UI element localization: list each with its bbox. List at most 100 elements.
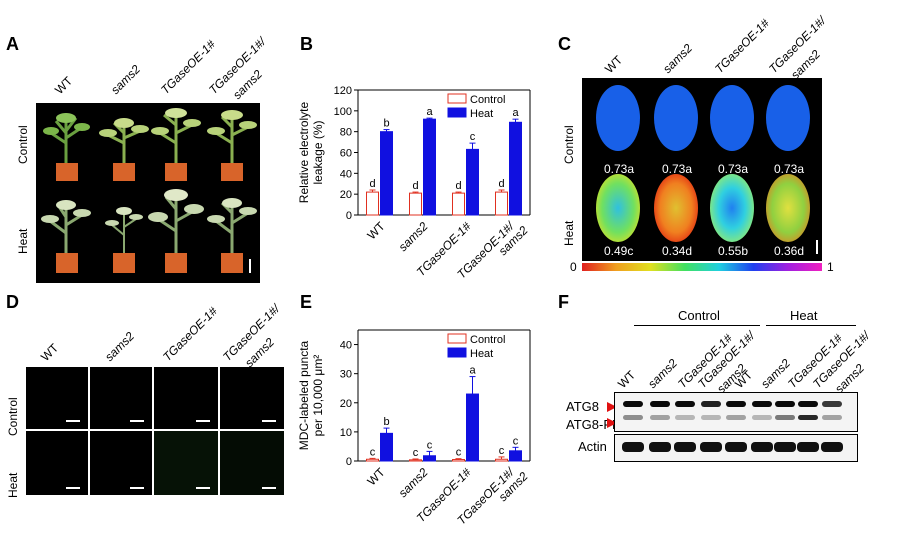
micro-control-wt	[26, 367, 88, 429]
band-atg8-pe	[752, 415, 772, 420]
scale-bar	[196, 487, 210, 489]
y-tick-label: 30	[340, 369, 352, 381]
y-tick-label: 20	[340, 398, 352, 410]
leaf-heat-tgase	[710, 174, 754, 242]
band-atg8-pe	[623, 415, 643, 420]
panel-d-col-tgase: TGaseOE-1#	[160, 304, 220, 364]
leaf-control-tgase-sams2	[766, 85, 810, 151]
value-heat-tgase: 0.55b	[718, 244, 749, 258]
significance-letter: c	[513, 435, 519, 447]
bar-control	[366, 191, 379, 216]
lane-1-label: WT	[615, 367, 639, 391]
category-label: sams2	[396, 219, 431, 254]
arrow-atg8-icon	[607, 402, 617, 412]
plant-heat-wt	[41, 200, 91, 273]
legend-label-heat: Heat	[470, 108, 493, 120]
band-atg8	[798, 401, 818, 407]
significance-letter: d	[498, 178, 504, 190]
y-tick-label: 20	[340, 189, 352, 201]
tomato-plants-image	[41, 108, 257, 273]
panel-d-row-heat: Heat	[6, 472, 20, 498]
bar-heat	[423, 455, 436, 462]
scale-bar	[816, 240, 818, 254]
band-actin	[725, 442, 747, 452]
micro-control-tgase	[154, 367, 218, 429]
scale-bar	[262, 487, 276, 489]
panel-a-row-heat: Heat	[16, 228, 30, 254]
band-atg8-pe	[675, 415, 695, 420]
scale-bar	[130, 420, 144, 422]
micro-heat-sams2	[90, 431, 152, 495]
y-tick-label: 120	[334, 85, 352, 97]
panel-c-row-heat: Heat	[562, 220, 576, 246]
scale-bar	[66, 487, 80, 489]
group-control-line	[634, 325, 760, 326]
band-actin	[649, 442, 671, 452]
leaf-heat-wt	[596, 174, 640, 242]
significance-letter: b	[383, 118, 389, 130]
panel-d-col-sams2: sams2	[102, 329, 137, 364]
panel-d-col-wt: WT	[38, 340, 62, 364]
value-control-wt: 0.73a	[604, 162, 635, 176]
y-tick-label: 100	[334, 106, 352, 118]
chart-e: 0 10 20 30 40 MDC-labeled puncta per 10,000 μm…	[297, 329, 531, 527]
bar-heat	[509, 121, 522, 216]
y-axis-label-line2: per 10,000 μm²	[311, 355, 325, 437]
band-atg8-pe	[650, 415, 670, 420]
band-atg8	[822, 401, 842, 407]
band-actin	[821, 442, 843, 452]
micro-control-tgase-sams2	[220, 367, 284, 429]
bar-heat	[423, 118, 436, 216]
plant-heat-tgase-sams2	[207, 198, 257, 273]
band-atg8	[675, 401, 695, 407]
band-arrows	[607, 402, 617, 428]
group-heat-line	[766, 325, 856, 326]
significance-letter: c	[499, 445, 505, 457]
micro-heat-tgase-sams2	[220, 431, 284, 495]
panel-a-col-wt: WT	[52, 73, 76, 97]
colorbar-max: 1	[827, 260, 834, 274]
value-heat-tgase-sams2: 0.36d	[774, 244, 805, 258]
lane-6-label: sams2	[758, 356, 793, 391]
value-control-tgase-sams2: 0.73a	[774, 162, 805, 176]
leaf-control-wt	[596, 85, 640, 151]
panel-d-microscopy	[26, 367, 284, 495]
band-actin	[674, 442, 696, 452]
y-tick-label: 60	[340, 148, 352, 160]
bar-control	[366, 458, 379, 462]
bar-heat	[380, 131, 393, 216]
panel-c-col-wt: WT	[602, 52, 626, 76]
y-tick-label: 40	[340, 168, 352, 180]
y-tick-label: 0	[346, 210, 352, 222]
band-actin	[700, 442, 722, 452]
band-atg8	[726, 401, 746, 407]
band-atg8	[775, 401, 795, 407]
panel-d-row-control: Control	[6, 397, 20, 436]
significance-letter: d	[369, 178, 375, 190]
panel-e-letter: E	[300, 292, 313, 312]
plant-control-wt	[43, 113, 90, 181]
chart-b: 0 20 40 60 80 100 120 Relative electrolyte leaka…	[297, 85, 531, 280]
category-label: sams2	[396, 465, 431, 500]
bar-control	[495, 191, 508, 216]
significance-letter: d	[455, 180, 461, 192]
panel-c-letter: C	[558, 34, 571, 54]
micro-heat-wt	[26, 431, 88, 495]
significance-letter: c	[456, 447, 462, 459]
scale-bar	[130, 487, 144, 489]
category-label: WT	[365, 465, 389, 489]
significance-letter: c	[413, 447, 419, 459]
colorbar-min: 0	[570, 260, 577, 274]
legend-swatch-heat	[447, 107, 467, 118]
blot-actin	[614, 434, 858, 462]
plant-heat-sams2	[105, 207, 143, 273]
legend-swatch-heat	[447, 347, 467, 358]
legend-label-control: Control	[470, 334, 505, 346]
band-actin	[797, 442, 819, 452]
band-atg8-pe	[798, 415, 818, 420]
panel-a-row-control: Control	[16, 125, 30, 164]
panel-d-letter: D	[6, 292, 19, 312]
bar-control	[409, 459, 422, 462]
micro-heat-tgase	[154, 431, 218, 495]
band-actin	[622, 442, 644, 452]
